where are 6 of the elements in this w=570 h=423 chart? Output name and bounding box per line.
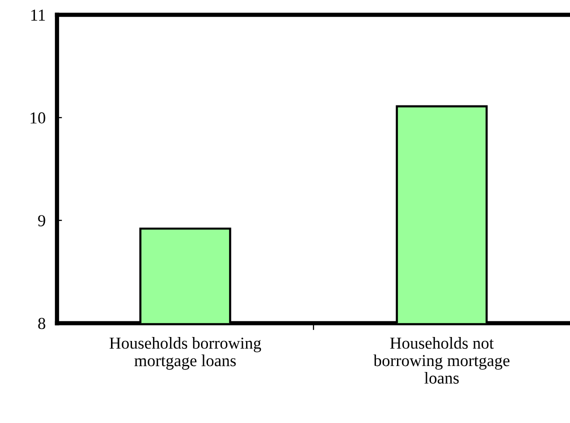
- x-tick-label: Households not borrowing mortgage loans: [373, 337, 510, 384]
- y-tick-label: 8: [38, 318, 46, 330]
- y-tick-label: 11: [31, 10, 45, 21]
- y-tick-label: 9: [38, 215, 46, 226]
- y-tick-label: 10: [30, 112, 46, 124]
- x-tick-label: Households borrowing mortgage loans: [110, 337, 262, 370]
